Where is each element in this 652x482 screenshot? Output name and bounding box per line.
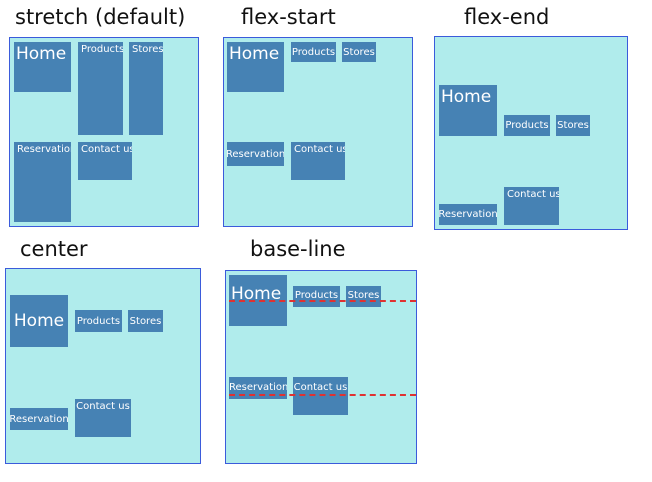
item-reservation: Reservation <box>10 408 68 430</box>
title-baseline: base-line <box>250 237 346 261</box>
item-stores: Stores <box>346 286 381 307</box>
item-contact: Contact us <box>504 187 559 225</box>
item-stores: Stores <box>556 115 590 136</box>
panel-flex-start: Home Products Stores Reservation Contact… <box>223 37 413 227</box>
item-products: Products <box>293 286 340 307</box>
item-contact: Contact us <box>293 377 348 415</box>
item-home: Home <box>439 85 497 136</box>
panel-stretch: Home Products Stores Reservation Contact… <box>9 37 199 227</box>
item-contact: Contact us <box>78 142 132 180</box>
panel-flex-end: Home Products Stores Reservation Contact… <box>434 36 628 230</box>
item-reservation: Reservation <box>14 142 71 222</box>
item-contact: Contact us <box>291 142 345 180</box>
item-products: Products <box>504 115 550 136</box>
title-center: center <box>20 237 88 261</box>
item-reservation: Reservation <box>229 377 287 399</box>
panel-center: Home Products Stores Reservation Contact… <box>5 268 201 464</box>
item-stores: Stores <box>342 42 376 62</box>
item-home: Home <box>10 295 68 347</box>
title-flex-start: flex-start <box>241 5 336 29</box>
item-home: Home <box>227 42 284 92</box>
baseline-marker-line <box>229 300 416 302</box>
baseline-marker-line <box>229 394 416 396</box>
item-reservation: Reservation <box>227 142 284 166</box>
item-products: Products <box>291 42 336 62</box>
item-products: Products <box>78 42 123 135</box>
title-flex-end: flex-end <box>464 5 550 29</box>
item-products: Products <box>75 310 122 332</box>
item-contact: Contact us <box>75 399 131 437</box>
item-home: Home <box>14 42 71 92</box>
title-stretch: stretch (default) <box>15 5 186 29</box>
item-stores: Stores <box>128 310 163 332</box>
item-stores: Stores <box>129 42 163 135</box>
item-reservation: Reservation <box>439 204 497 225</box>
